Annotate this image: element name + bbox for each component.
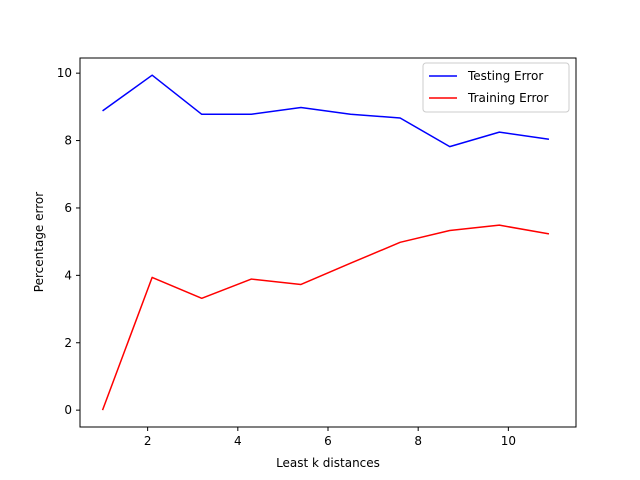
y-tick-label: 4 [64,268,72,282]
x-tick-label: 6 [324,434,332,448]
x-tick-label: 8 [414,434,422,448]
x-tick-label: 4 [234,434,242,448]
legend-label-training-error: Training Error [467,91,548,105]
series-layer [101,74,550,411]
x-tick-label: 2 [144,434,152,448]
legend: Testing Error Training Error [422,62,570,113]
plot-area [80,58,576,427]
y-tick-label: 6 [64,201,72,215]
legend-label-testing-error: Testing Error [467,69,543,83]
x-axis: 2 4 6 8 10 [144,427,516,448]
training-error-line [101,224,550,411]
testing-error-line [102,74,550,148]
x-tick-label: 10 [501,434,516,448]
y-axis-label: Percentage error [32,192,46,292]
y-tick-label: 10 [57,66,72,80]
y-tick-label: 2 [64,336,72,350]
legend-box [422,62,570,113]
y-tick-label: 0 [64,403,72,417]
x-axis-label: Least k distances [276,456,380,470]
y-tick-label: 8 [64,134,72,148]
y-axis: 0 2 4 6 8 10 [57,66,80,417]
